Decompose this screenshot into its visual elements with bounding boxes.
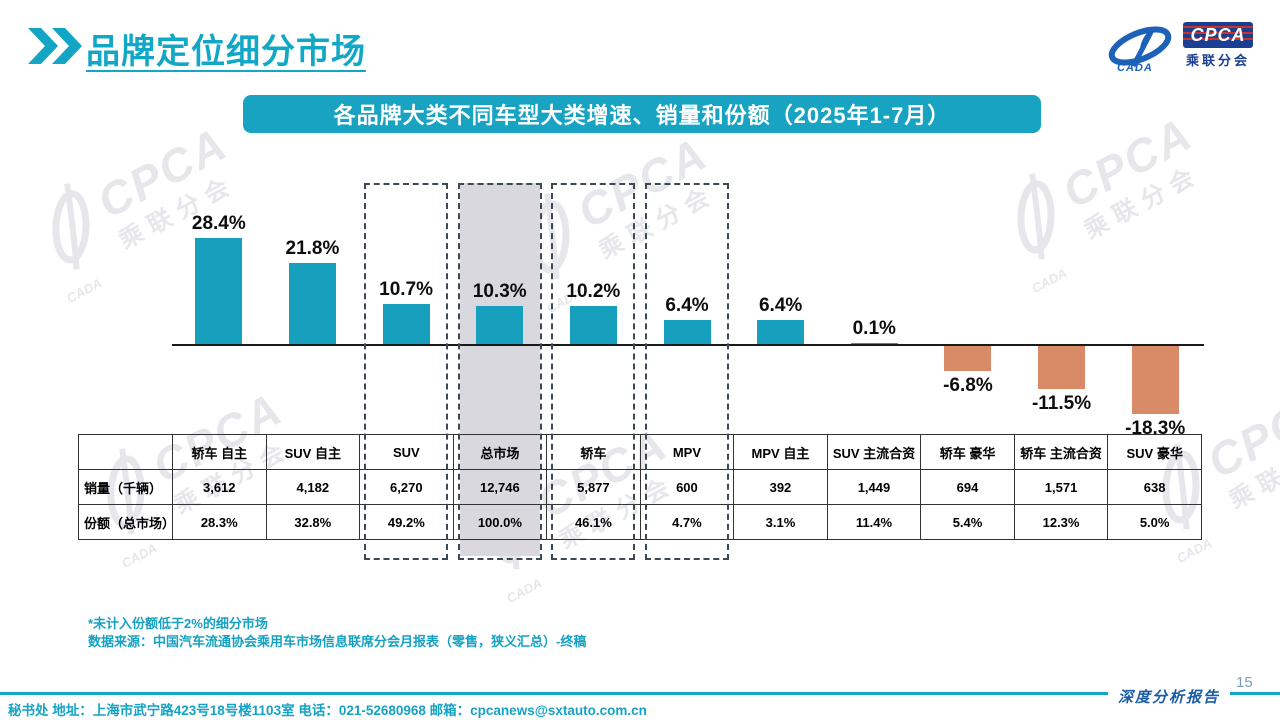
- bar-value-label: 28.4%: [191, 213, 246, 234]
- watermark-sub-label: 乘联分会: [594, 180, 721, 265]
- table-column-header: MPV 自主: [733, 434, 828, 470]
- table-column-header: 轿车 主流合资: [1013, 434, 1109, 470]
- x-axis-line: [172, 344, 1204, 346]
- bar-value-label: 6.4%: [758, 295, 803, 316]
- footer-contact: 秘书处 地址：上海市武宁路423号18号楼1103室 电话：021-526809…: [8, 703, 647, 718]
- bar-9: [1038, 346, 1086, 389]
- table-column-header: MPV: [639, 434, 735, 470]
- report-type-label: 深度分析报告: [1108, 686, 1231, 710]
- table-column-header: SUV 自主: [265, 434, 361, 470]
- bar-5: [663, 320, 711, 344]
- cpca-sub-label: 乘联分会: [1185, 53, 1250, 68]
- table-cell: 6,270: [359, 469, 454, 505]
- watermark-cada-label: CADA: [504, 575, 545, 607]
- table-cell: 32.8%: [265, 504, 361, 540]
- bar-3: [476, 306, 524, 344]
- bar-2: [382, 304, 430, 344]
- watermark-swoosh-icon: CADA: [16, 167, 137, 306]
- bar-1: [288, 263, 336, 344]
- table-cell: 49.2%: [359, 504, 454, 540]
- bar-value-label: 10.3%: [472, 281, 527, 302]
- footnote-source: 数据来源：中国汽车流通协会乘用车市场信息联席分会月报表（零售，狭义汇总）-终稿: [88, 634, 587, 649]
- watermark-cpca-label: CPCA: [89, 117, 236, 229]
- watermark-sub-label: 乘联分会: [1224, 430, 1280, 515]
- bar-value-label: 10.2%: [566, 281, 621, 302]
- bar-value-label: -6.8%: [943, 375, 993, 396]
- table-cell: 5.0%: [1107, 504, 1202, 540]
- table-column-header: SUV 主流合资: [826, 434, 922, 470]
- bar-value-label: 6.4%: [665, 295, 709, 316]
- bar-8: [944, 346, 992, 371]
- watermark-cpca-label: CPCA: [569, 127, 716, 239]
- table-cell: 11.4%: [826, 504, 922, 540]
- bar-value-label: 10.7%: [379, 279, 434, 300]
- chart-title: 各品牌大类不同车型大类增速、销量和份额（2025年1-7月）: [333, 103, 951, 128]
- data-table: 轿车 自主 SUV 自主 SUV 总市场 轿车 MPV MPV 自主 SUV 主流合资 轿车 豪…: [78, 434, 1202, 540]
- table-cell: 5,877: [546, 469, 641, 505]
- table-cell: 638: [1107, 469, 1202, 505]
- table-cell: 100.0%: [452, 504, 548, 540]
- table-cell: 1,571: [1013, 469, 1109, 505]
- footer-divider: [0, 692, 1280, 695]
- bar-value-label: 21.8%: [285, 238, 340, 259]
- footnote-exclusion: *未计入份额低于2%的细分市场: [88, 616, 268, 631]
- bar-10: [1131, 346, 1179, 414]
- watermark-cada-label: CADA: [64, 275, 105, 307]
- table-cell: 12.3%: [1013, 504, 1109, 540]
- bar-0: [195, 238, 243, 344]
- table-row: 份额（总市场） 28.3% 32.8% 49.2% 100.0% 46.1% 4.7% 3.1…: [78, 504, 1202, 540]
- table-cell: 3.1%: [733, 504, 828, 540]
- table-cell: 600: [639, 469, 735, 505]
- bar-value-label: -11.5%: [1031, 393, 1092, 414]
- table-cell: 5.4%: [920, 504, 1015, 540]
- red-stripe: [1183, 32, 1253, 34]
- red-stripe: [1183, 26, 1253, 28]
- watermark-cpca-label: CPCA: [1199, 377, 1280, 489]
- cpca-label: CPCA: [1190, 25, 1246, 45]
- table-column-header: SUV: [359, 434, 454, 470]
- table-cell: 4,182: [265, 469, 361, 505]
- watermark-cada-label: CADA: [1029, 265, 1070, 297]
- table-cell: 46.1%: [546, 504, 641, 540]
- table-column-header: 总市场: [452, 434, 548, 470]
- cada-swoosh-icon: CADA: [1103, 22, 1181, 79]
- bar-value-label: -18.3%: [1125, 418, 1186, 439]
- table-corner-cell: [78, 434, 173, 470]
- watermark-sub-label: 乘联分会: [1079, 160, 1206, 245]
- table-column-header: 轿车 豪华: [920, 434, 1015, 470]
- table-column-header: SUV 豪华: [1107, 434, 1202, 470]
- cpca-wordmark: CPCA 乘联分会: [1183, 22, 1253, 79]
- double-chevron-icon: [28, 28, 82, 64]
- table-cell: 28.3%: [172, 504, 267, 540]
- table-column-header: 轿车: [546, 434, 641, 470]
- table-header-row: 轿车 自主 SUV 自主 SUV 总市场 轿车 MPV MPV 自主 SUV 主流合资 轿车 豪…: [78, 434, 1202, 470]
- table-cell: 4.7%: [639, 504, 735, 540]
- page-number: 15: [1236, 674, 1253, 691]
- table-row-label: 份额（总市场）: [78, 504, 175, 540]
- table-cell: 1,449: [826, 469, 922, 505]
- watermark-swoosh-icon: CADA: [981, 157, 1102, 296]
- table-row-label: 销量（千辆）: [78, 469, 173, 505]
- chart-title-banner: 各品牌大类不同车型大类增速、销量和份额（2025年1-7月）: [243, 95, 1041, 133]
- bar-4: [569, 306, 617, 344]
- page-title: 品牌定位细分市场: [86, 33, 366, 71]
- table-column-header: 轿车 自主: [172, 434, 267, 470]
- cpca-logo: CADA CPCA 乘联分会: [1103, 22, 1253, 79]
- table-cell: 392: [733, 469, 828, 505]
- bar-7: [850, 343, 898, 344]
- table-cell: 12,746: [452, 469, 548, 505]
- bar-6: [757, 320, 805, 344]
- table-cell: 694: [920, 469, 1015, 505]
- table-cell: 3,612: [172, 469, 267, 505]
- watermark-cpca-label: CPCA: [1054, 107, 1201, 219]
- cpca-box: CPCA: [1183, 22, 1253, 48]
- bar-value-label: 0.1%: [852, 318, 896, 339]
- cada-label: CADA: [1117, 62, 1153, 74]
- table-row: 销量（千辆） 3,612 4,182 6,270 12,746 5,877 600 392 1,…: [78, 469, 1202, 505]
- red-stripe: [1183, 38, 1253, 40]
